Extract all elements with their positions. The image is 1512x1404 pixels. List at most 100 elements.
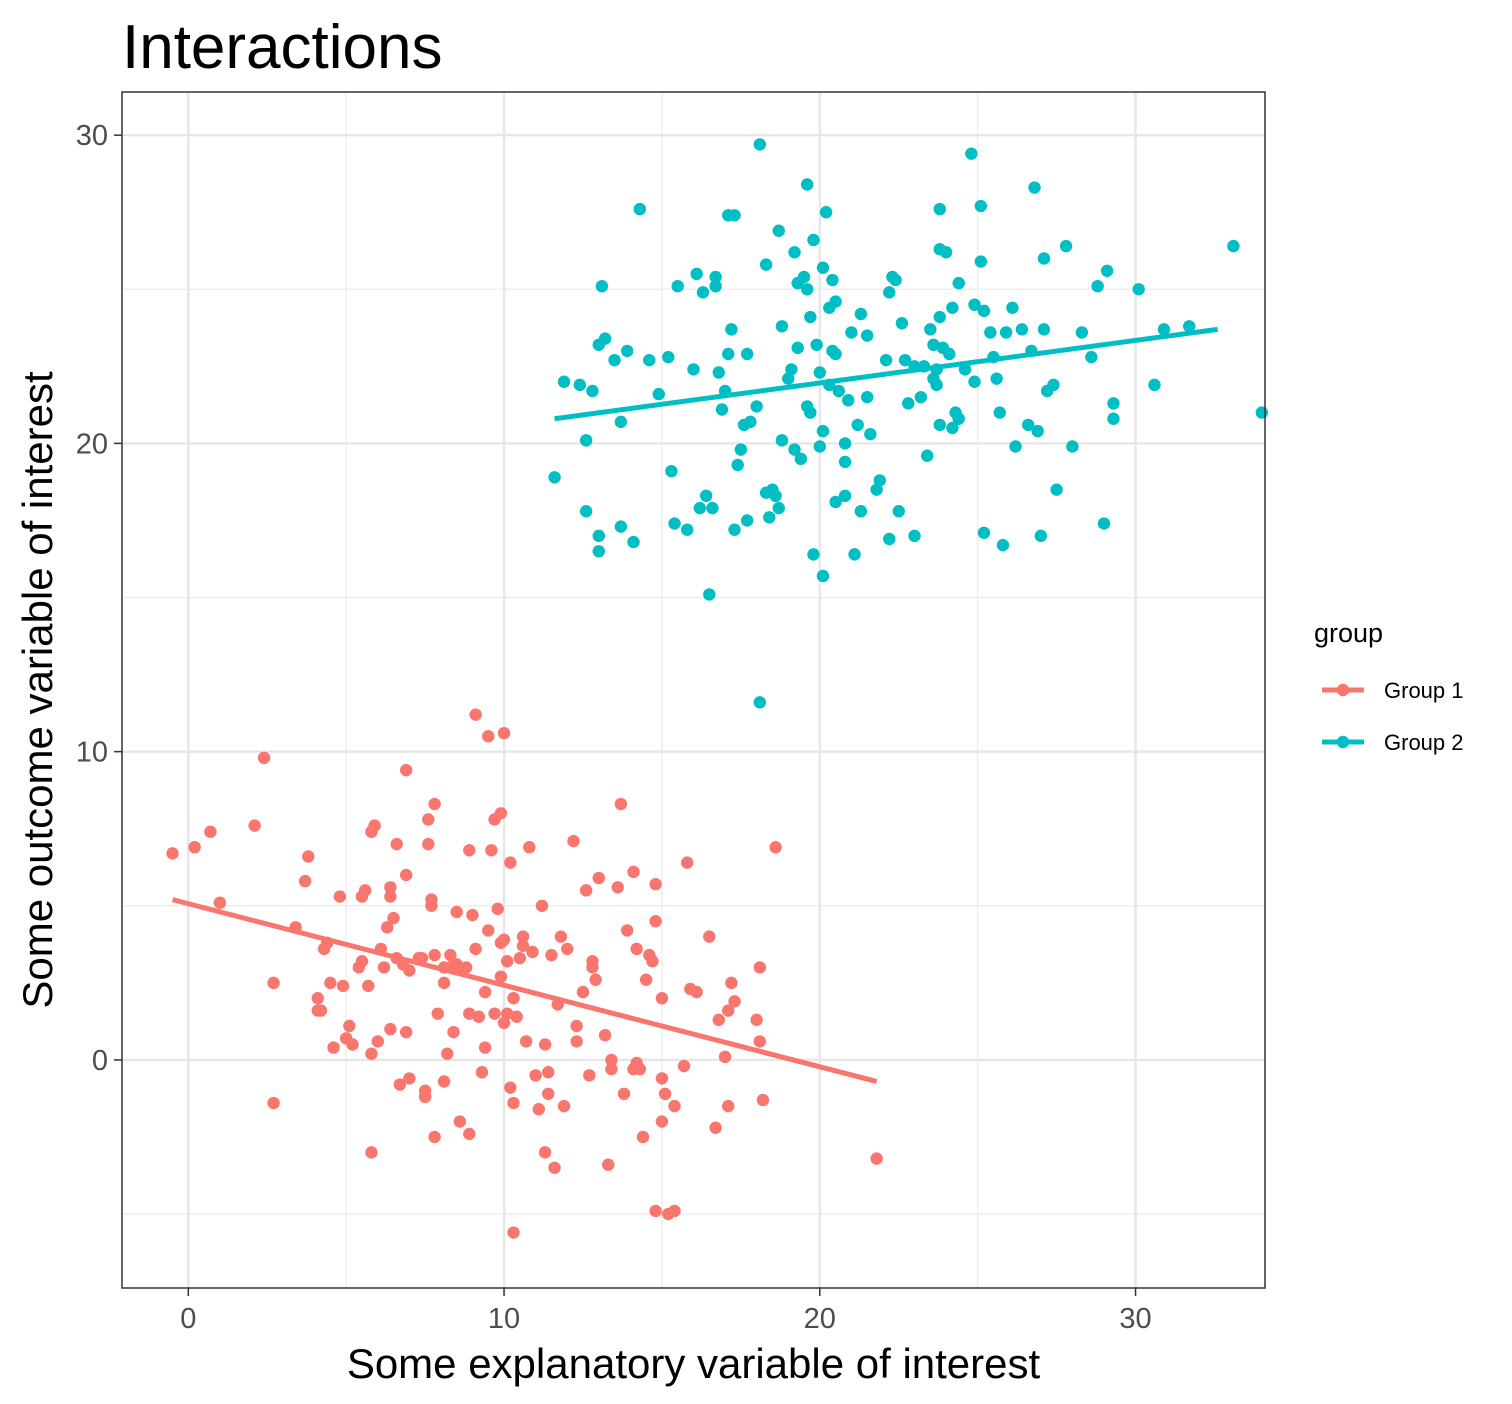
group-2-point [804, 310, 817, 324]
group-1-point [561, 942, 574, 956]
legend: group Group 1 Group 2 [1314, 618, 1464, 755]
x-tick-label: 20 [804, 1303, 836, 1335]
group-1-legend-label: Group 1 [1384, 678, 1464, 703]
group-1-legend-point [1336, 683, 1350, 697]
group-2-point [1028, 181, 1041, 194]
y-tick-label: 20 [76, 428, 108, 460]
group-2-point [699, 489, 713, 503]
group-2-point [1255, 406, 1269, 419]
group-2-point [968, 375, 981, 388]
group-1-point [709, 1121, 722, 1134]
group-1-point [437, 1075, 451, 1088]
group-1-point [384, 890, 397, 903]
group-1-point [725, 976, 738, 990]
group-2-point [1066, 440, 1079, 453]
group-2-point [1097, 517, 1111, 530]
group-2-point [898, 353, 912, 367]
group-1-point [513, 951, 527, 965]
group-2-point [557, 375, 571, 388]
group-2-point [804, 406, 817, 419]
group-2-point [889, 273, 902, 287]
group-1-point [507, 1096, 520, 1110]
group-2-point [1148, 378, 1161, 392]
group-2-point [851, 418, 864, 432]
group-1-point [494, 807, 508, 820]
group-2-trend-line [554, 326, 1218, 422]
group-1-point [188, 841, 201, 854]
group-1-point [447, 1025, 460, 1039]
group-1-trend-line [171, 897, 878, 1084]
group-2-point [1031, 424, 1044, 438]
group-1-point [633, 1062, 647, 1076]
group-1-point [538, 1038, 552, 1051]
group-1-point [365, 1047, 378, 1060]
group-2-point [703, 588, 716, 601]
group-1-point [324, 976, 337, 990]
group-1-point [374, 942, 388, 956]
group-1-point [393, 1078, 407, 1091]
group-2-point [750, 400, 763, 413]
group-1-point [491, 902, 504, 916]
group-2-point [728, 209, 741, 222]
group-2-point [772, 224, 785, 237]
group-2-point [1021, 418, 1035, 432]
group-1-point [478, 1041, 492, 1054]
group-2-point [788, 246, 801, 259]
group-2-point [813, 366, 826, 379]
group-1-point [336, 979, 350, 993]
group-2-point [579, 434, 593, 447]
group-2-point [1050, 483, 1063, 496]
group-1-point [589, 973, 602, 986]
group-2-point [788, 443, 801, 456]
group-2-point [1075, 326, 1089, 339]
group-2-point [614, 415, 628, 429]
group-2-point [633, 202, 647, 216]
group-2-point [873, 474, 886, 487]
group-2-point [579, 505, 593, 518]
group-1-point [636, 1130, 650, 1144]
group-2-point [832, 384, 845, 398]
group-2-point [977, 304, 991, 318]
group-2-point [731, 458, 744, 472]
group-2-point [838, 489, 852, 503]
group-2-point [573, 378, 587, 392]
group-1-point [567, 834, 580, 848]
group-2-point [1037, 323, 1051, 336]
x-tick-label: 0 [180, 1303, 196, 1335]
group-2-point [1227, 239, 1240, 253]
group-1-point [469, 708, 482, 721]
group-1-point [444, 948, 457, 962]
y-axis-ticks: 0 10 20 30 [76, 120, 122, 1077]
group-1-point [617, 1087, 631, 1101]
group-1-point [649, 877, 662, 891]
group-2-point [712, 366, 725, 379]
group-1-point [620, 924, 634, 937]
group-1-point [712, 1013, 725, 1027]
group-1-point [646, 955, 659, 968]
group-2-point [908, 360, 921, 373]
group-1-point [463, 1007, 476, 1020]
x-tick-label: 30 [1119, 1303, 1151, 1335]
group-2-point [917, 360, 931, 373]
group-2-point [1157, 323, 1171, 336]
group-2-point [1025, 344, 1038, 358]
data-points [166, 138, 1269, 1239]
group-2-point [952, 412, 965, 425]
group-2-point [1100, 264, 1114, 277]
group-1-point [343, 1019, 356, 1033]
group-1-point [523, 841, 536, 854]
group-1-point [516, 930, 530, 943]
group-2-point [1034, 529, 1048, 543]
group-1-point [769, 841, 782, 854]
group-2-point [999, 326, 1013, 339]
group-2-point [933, 202, 946, 216]
y-tick-label: 30 [76, 120, 108, 152]
group-2-point [845, 326, 858, 339]
group-2-point [860, 390, 874, 404]
group-2-point [668, 517, 681, 530]
group-2-point [1006, 301, 1019, 314]
group-2-point [860, 329, 874, 342]
minor-gridlines [122, 92, 1265, 1288]
group-1-point [753, 1035, 767, 1048]
group-2-legend-point [1336, 735, 1350, 749]
